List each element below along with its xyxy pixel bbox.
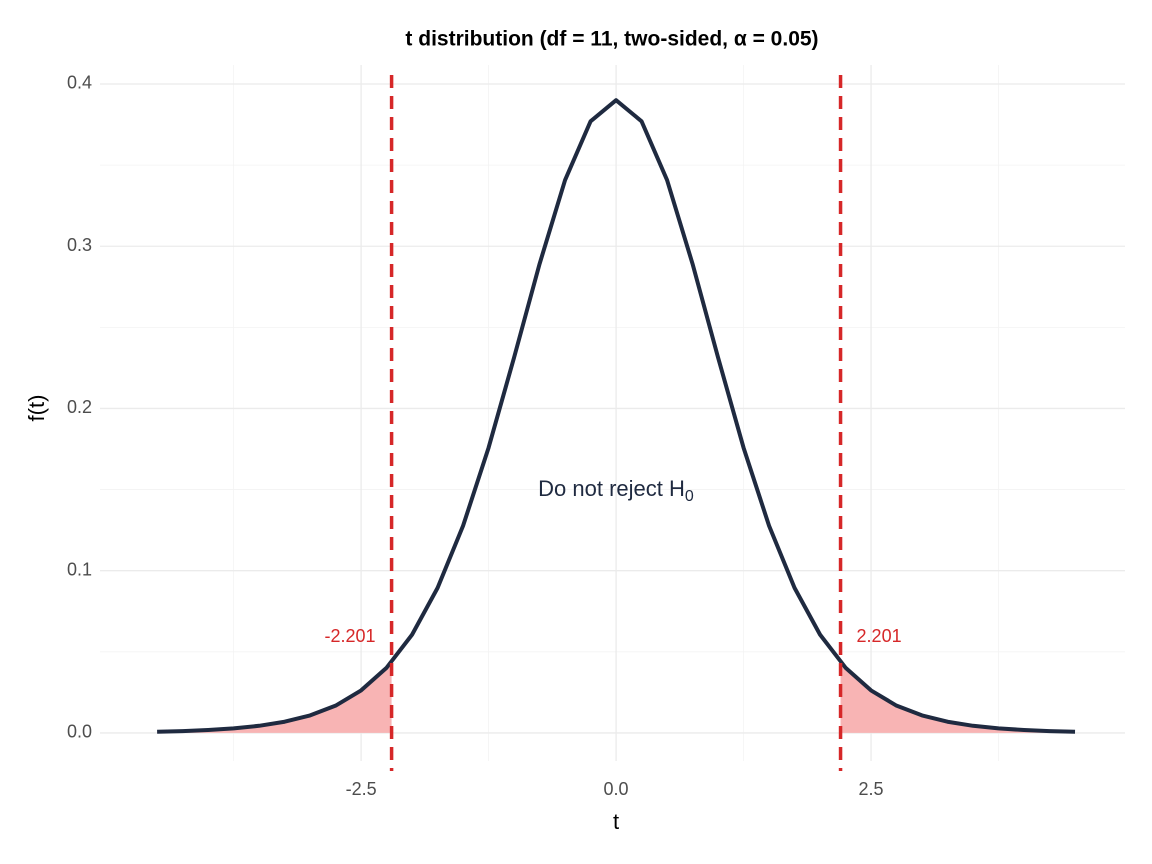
- rejection-area: [840, 662, 1076, 733]
- x-tick-label: 0.0: [604, 779, 629, 799]
- critical-label: 2.201: [857, 626, 902, 646]
- y-axis-title: f(t): [24, 395, 49, 422]
- y-tick-label: 0.4: [67, 73, 92, 93]
- x-tick-label: -2.5: [346, 779, 377, 799]
- y-tick-label: 0.1: [67, 559, 92, 579]
- y-tick-label: 0.0: [67, 722, 92, 742]
- rejection-area: [157, 662, 392, 733]
- plot-area: -2.5 0.0 2.5 0.0 0.1 0.2 0.3 0.4 -2.201 2.201: [67, 65, 1125, 799]
- annotation-text: Do not reject H: [538, 476, 685, 501]
- x-tick-label: 2.5: [859, 779, 884, 799]
- critical-label: -2.201: [325, 626, 376, 646]
- y-tick-label: 0.2: [67, 397, 92, 417]
- chart-title: t distribution (df = 11, two-sided, α = …: [405, 28, 818, 51]
- density-curve: [157, 98, 1076, 734]
- annotation-subscript: 0: [685, 488, 694, 505]
- x-axis-title: t: [613, 809, 619, 834]
- y-tick-label: 0.3: [67, 235, 92, 255]
- annotation: Do not reject H0: [538, 476, 694, 505]
